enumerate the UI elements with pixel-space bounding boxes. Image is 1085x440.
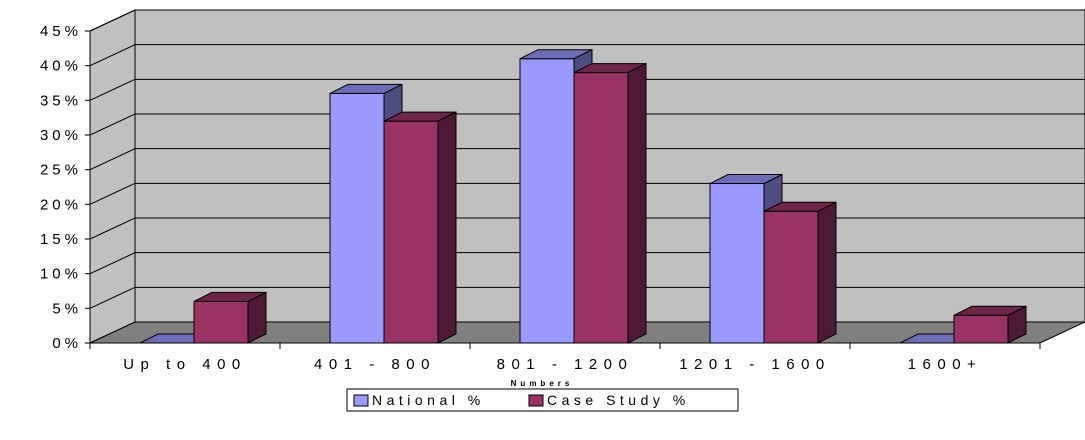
- bar: [573, 62, 647, 344]
- y-tick-label: 15%: [40, 231, 82, 248]
- side-wall: [89, 9, 136, 344]
- x-tick-label: Up to 400: [123, 356, 247, 373]
- legend-swatch: [528, 394, 544, 407]
- y-tick-label: 40%: [40, 58, 82, 75]
- gridline: [89, 44, 1085, 67]
- y-tick-labels: 0% 5% 10% 15% 20% 25% 30% 35% 40% 45%: [40, 23, 82, 352]
- x-tick-label: 1600+: [908, 356, 983, 373]
- y-tick-label: 45%: [40, 23, 82, 40]
- bar-front: [709, 183, 765, 344]
- gridline: [89, 9, 1085, 32]
- x-tick-label: 801 - 1200: [497, 356, 634, 373]
- y-tick-label: 20%: [40, 196, 82, 213]
- y-tick-label: 30%: [40, 127, 82, 144]
- bars: [139, 48, 1027, 344]
- x-tick-label: 1201 - 1600: [679, 356, 831, 373]
- bar: [383, 111, 457, 344]
- bar-front: [193, 300, 249, 344]
- bar-front: [519, 58, 575, 344]
- bar-front: [763, 210, 819, 344]
- y-tick-label: 35%: [40, 92, 82, 109]
- bar: [953, 305, 1027, 344]
- bar: [763, 201, 837, 344]
- bar-side: [1007, 305, 1027, 344]
- bar-side: [437, 111, 457, 344]
- y-tick-label: 25%: [40, 162, 82, 179]
- bar: [193, 291, 267, 344]
- bar-front: [573, 72, 629, 344]
- legend-label: National %: [372, 392, 485, 408]
- legend: National % Case Study %: [346, 388, 739, 412]
- bar-side: [247, 291, 267, 344]
- y-tick-label: 10%: [40, 266, 82, 283]
- legend-swatch: [353, 394, 369, 407]
- bar-side: [627, 62, 647, 344]
- bar-front: [953, 314, 1009, 344]
- gridline: [89, 78, 1085, 101]
- y-tick-label: 5%: [52, 300, 82, 317]
- gridline: [89, 113, 1085, 136]
- y-tick-label: 0%: [52, 335, 82, 352]
- bar-front: [383, 120, 439, 344]
- bar-side: [817, 201, 837, 344]
- bar-front: [329, 92, 385, 344]
- gridline: [89, 148, 1085, 171]
- x-tick-label: 401 - 800: [314, 356, 436, 373]
- legend-label: Case Study %: [547, 392, 690, 408]
- x-tick-labels: Up to 400 401 - 800 801 - 1200 1201 - 1600 1…: [123, 356, 983, 373]
- x-axis-label: Numbers: [511, 379, 574, 388]
